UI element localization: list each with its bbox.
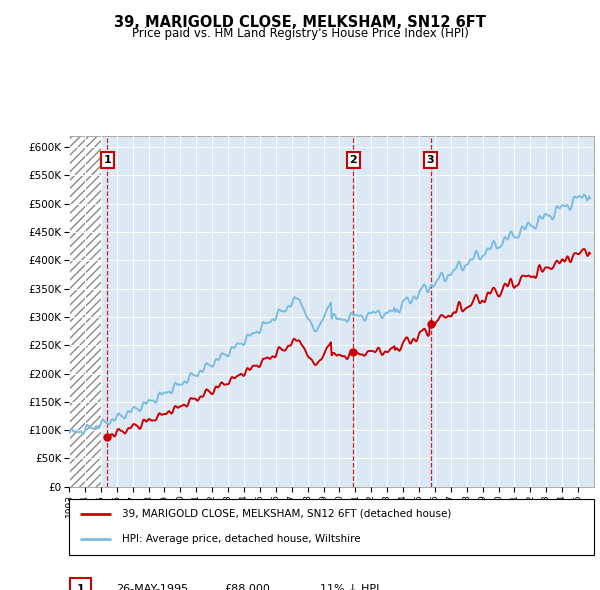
Text: 26-MAY-1995: 26-MAY-1995: [116, 585, 188, 590]
Text: 39, MARIGOLD CLOSE, MELKSHAM, SN12 6FT: 39, MARIGOLD CLOSE, MELKSHAM, SN12 6FT: [114, 15, 486, 30]
Text: 39, MARIGOLD CLOSE, MELKSHAM, SN12 6FT (detached house): 39, MARIGOLD CLOSE, MELKSHAM, SN12 6FT (…: [121, 509, 451, 519]
Text: Price paid vs. HM Land Registry's House Price Index (HPI): Price paid vs. HM Land Registry's House …: [131, 27, 469, 40]
Text: 2: 2: [349, 155, 357, 165]
FancyBboxPatch shape: [70, 578, 91, 590]
Text: HPI: Average price, detached house, Wiltshire: HPI: Average price, detached house, Wilt…: [121, 535, 360, 545]
Text: 1: 1: [77, 585, 84, 590]
Text: 11% ↓ HPI: 11% ↓ HPI: [320, 585, 379, 590]
Text: 3: 3: [427, 155, 434, 165]
Text: £88,000: £88,000: [224, 585, 269, 590]
FancyBboxPatch shape: [69, 499, 594, 555]
Bar: [69, 136, 101, 487]
Text: 1: 1: [103, 155, 111, 165]
